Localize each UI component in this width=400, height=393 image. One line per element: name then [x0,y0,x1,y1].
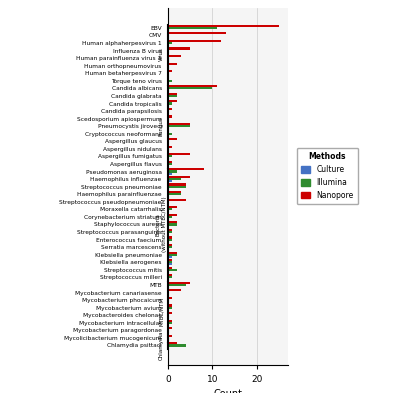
Bar [168,176,190,178]
Bar [168,335,172,337]
Bar [168,342,177,344]
Bar [168,146,172,148]
Text: Fungus: Fungus [159,116,164,136]
Bar [168,208,172,210]
Bar [168,25,279,27]
Text: Chlamydia: Chlamydia [159,331,164,360]
Legend: Culture, Illumina, Nanopore: Culture, Illumina, Nanopore [297,148,358,204]
Bar [168,237,172,239]
Bar [168,307,172,309]
Bar [168,259,172,261]
Bar [168,125,190,127]
Bar [168,55,181,57]
Bar [168,193,181,195]
Bar [168,274,172,276]
Bar [168,100,177,103]
Bar [168,85,217,87]
Bar [168,267,172,269]
Bar [168,256,172,258]
Bar [168,246,172,248]
Bar [168,261,172,263]
Bar [168,185,186,188]
Bar [168,123,190,125]
Bar [168,168,204,171]
Bar [168,327,172,329]
Bar [168,229,172,231]
Bar [168,198,186,201]
Bar [168,284,186,286]
Bar [168,312,172,314]
Bar [168,48,190,50]
Bar [168,103,172,105]
Bar [168,269,177,271]
Bar [168,244,172,246]
Bar [168,32,226,35]
Bar [168,305,172,307]
Bar [168,206,177,208]
Bar [168,320,172,322]
Bar [168,138,177,140]
Bar [168,27,217,29]
Bar [168,231,172,233]
Bar [168,224,177,226]
Bar [168,191,181,193]
Bar [168,161,172,163]
Bar [168,93,177,95]
Bar [168,214,177,216]
Bar [168,108,172,110]
X-axis label: Count: Count [214,389,242,393]
Bar [168,344,186,347]
Bar [168,289,181,292]
Bar [168,153,190,155]
Bar [168,184,186,185]
Bar [168,178,181,180]
Bar [168,80,172,82]
Bar [168,42,172,44]
Bar [168,87,212,90]
Bar [168,163,172,165]
Bar [168,116,172,118]
Text: Bacteria
(without MTBC/NTM): Bacteria (without MTBC/NTM) [156,196,167,252]
Bar [168,133,172,135]
Bar [168,180,172,182]
Bar [168,221,177,224]
Bar [168,70,172,72]
Bar [168,239,172,241]
Bar [168,95,177,97]
Bar [168,40,221,42]
Bar [168,276,172,279]
Text: Virus: Virus [159,48,164,61]
Bar [168,216,172,218]
Bar [168,253,177,256]
Bar [168,322,172,324]
Bar [168,252,177,253]
Bar [168,263,172,265]
Bar [168,173,172,175]
Bar [168,62,177,64]
Bar [168,297,172,299]
Bar [168,282,190,284]
Bar [168,155,172,158]
Bar [168,171,177,173]
Text: MTBC/NTM: MTBC/NTM [159,297,164,326]
